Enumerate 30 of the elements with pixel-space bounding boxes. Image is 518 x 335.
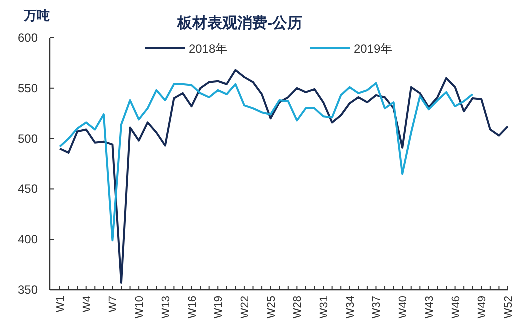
y-axis-title: 万吨 — [23, 8, 50, 23]
x-tick-label: W40 — [398, 296, 410, 319]
x-tick-label: W4 — [81, 296, 94, 312]
x-tick-label: W1 — [55, 296, 67, 312]
x-tick-label: W25 — [266, 296, 278, 319]
x-tick-label: W10 — [134, 296, 146, 319]
line-series — [59, 82, 474, 242]
y-tick-label: 600 — [18, 31, 38, 45]
x-tick-label: W28 — [292, 296, 304, 319]
y-tick-label: 500 — [18, 132, 38, 146]
y-tick-label: 550 — [18, 81, 38, 96]
x-tick-label: W19 — [213, 296, 226, 319]
x-tick-label: W49 — [476, 296, 489, 319]
y-tick-label: 350 — [18, 283, 38, 297]
x-tick-label: W13 — [160, 296, 172, 319]
x-tick-label: W43 — [424, 296, 436, 319]
x-tick-label: W22 — [239, 296, 252, 319]
chart-title: 板材表观消费-公历 — [176, 15, 302, 32]
line-series — [59, 69, 509, 284]
legend-label: 2018年 — [189, 42, 228, 56]
x-tick-label: W16 — [186, 296, 199, 319]
y-tick-label: 450 — [18, 182, 38, 196]
y-tick-label: 400 — [18, 232, 38, 247]
x-tick-label: W52 — [503, 296, 515, 319]
x-tick-label: W34 — [344, 296, 357, 319]
x-tick-label: W7 — [108, 296, 120, 312]
x-tick-label: W31 — [318, 296, 331, 319]
x-tick-label: W37 — [371, 296, 384, 319]
legend-label: 2019年 — [354, 42, 393, 56]
x-tick-label: W46 — [450, 296, 462, 319]
